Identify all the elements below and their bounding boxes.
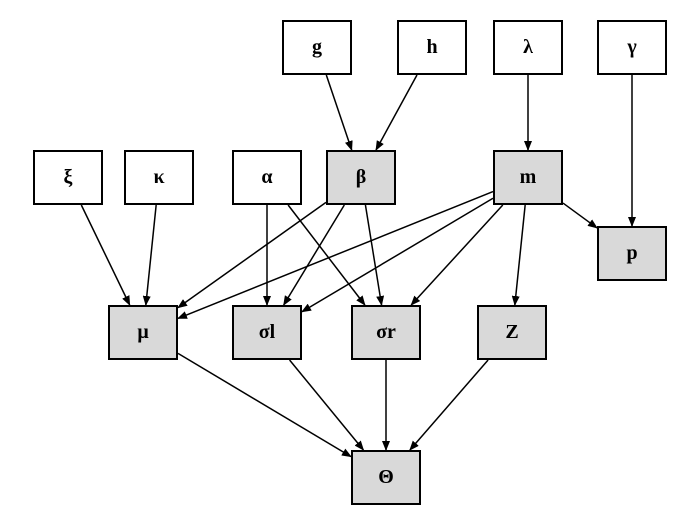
edge-m-p bbox=[563, 203, 597, 228]
edge-beta-sigmar bbox=[365, 205, 381, 305]
node-label-gamma: γ bbox=[627, 36, 636, 59]
node-gamma: γ bbox=[597, 20, 667, 75]
node-p: p bbox=[597, 226, 667, 281]
node-beta: β bbox=[326, 150, 396, 205]
edge-Z-Theta bbox=[410, 360, 488, 450]
node-mu: μ bbox=[108, 305, 178, 360]
edge-m-Z bbox=[515, 205, 525, 305]
edge-kappa-mu bbox=[146, 205, 156, 305]
node-label-mu: μ bbox=[137, 321, 148, 344]
node-label-g: g bbox=[312, 36, 322, 59]
edge-beta-sigmal bbox=[284, 205, 345, 305]
node-label-kappa: κ bbox=[153, 166, 164, 189]
node-label-lambda: λ bbox=[523, 36, 533, 59]
node-lambda: λ bbox=[493, 20, 563, 75]
node-label-sigmal: σl bbox=[259, 321, 275, 344]
node-sigmal: σl bbox=[232, 305, 302, 360]
edge-mu-Theta bbox=[178, 353, 351, 456]
edge-xi-mu bbox=[81, 205, 129, 305]
node-label-h: h bbox=[426, 36, 437, 59]
edge-g-beta bbox=[326, 75, 351, 150]
edge-m-mu bbox=[178, 192, 493, 319]
node-kappa: κ bbox=[124, 150, 194, 205]
node-label-Z: Z bbox=[505, 321, 518, 344]
edge-m-sigmar bbox=[411, 205, 503, 305]
node-label-sigmar: σr bbox=[376, 321, 396, 344]
node-label-beta: β bbox=[356, 166, 367, 189]
edge-alpha-sigmar bbox=[288, 205, 365, 305]
node-xi: ξ bbox=[33, 150, 103, 205]
node-label-xi: ξ bbox=[64, 166, 73, 189]
node-g: g bbox=[282, 20, 352, 75]
node-m: m bbox=[493, 150, 563, 205]
node-alpha: α bbox=[232, 150, 302, 205]
node-h: h bbox=[397, 20, 467, 75]
edge-sigmal-Theta bbox=[290, 360, 364, 450]
node-label-alpha: α bbox=[261, 166, 272, 189]
edge-beta-mu bbox=[178, 202, 326, 307]
edge-h-beta bbox=[376, 75, 417, 150]
node-sigmar: σr bbox=[351, 305, 421, 360]
node-label-p: p bbox=[626, 242, 637, 265]
node-label-Theta: Θ bbox=[378, 466, 394, 489]
edges-layer bbox=[0, 0, 685, 520]
node-Z: Z bbox=[477, 305, 547, 360]
edge-m-sigmal bbox=[302, 198, 493, 311]
node-Theta: Θ bbox=[351, 450, 421, 505]
node-label-m: m bbox=[520, 166, 537, 189]
